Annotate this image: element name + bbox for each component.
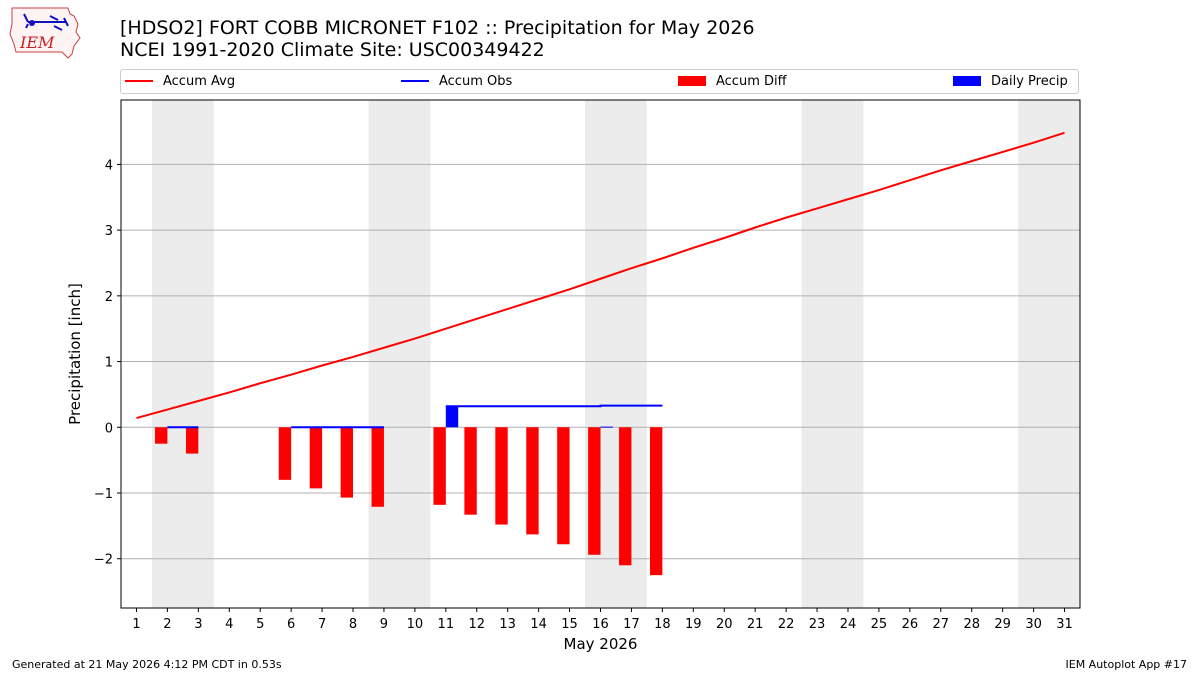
y-tick-label-4: 4 xyxy=(105,158,113,173)
accum-diff-bar-day-12 xyxy=(464,427,477,515)
accum-diff-bar-day-17 xyxy=(619,427,632,566)
x-tick-label-29: 29 xyxy=(994,617,1011,632)
accum-diff-bar-day-11 xyxy=(433,427,446,505)
x-tick-label-4: 4 xyxy=(225,617,233,632)
x-tick-label-17: 17 xyxy=(623,617,640,632)
accum-diff-bar-day-7 xyxy=(309,427,323,489)
x-tick-label-21: 21 xyxy=(747,617,764,632)
accum-diff-bar-day-14 xyxy=(526,427,539,535)
legend-label-accum-diff: Accum Diff xyxy=(716,74,787,89)
weather-station-icon xyxy=(23,13,69,31)
iem-logo: IEM xyxy=(9,7,81,59)
x-tick-label-3: 3 xyxy=(194,617,202,632)
weekend-shade-3 xyxy=(801,100,864,608)
legend-swatch-accum-diff xyxy=(678,75,706,86)
x-tick-label-7: 7 xyxy=(318,617,326,632)
x-tick-label-10: 10 xyxy=(407,617,424,632)
legend-swatch-accum-avg xyxy=(125,79,153,82)
x-tick-label-6: 6 xyxy=(287,617,295,632)
footer-app: IEM Autoplot App #17 xyxy=(1065,658,1188,671)
x-tick-label-18: 18 xyxy=(654,617,671,632)
x-axis-label: May 2026 xyxy=(564,635,638,653)
x-tick-label-20: 20 xyxy=(716,617,733,632)
x-tick-label-12: 12 xyxy=(468,617,485,632)
x-tick-label-25: 25 xyxy=(871,617,888,632)
weekend-shade-1 xyxy=(368,100,431,608)
weekend-shade-4 xyxy=(1018,100,1080,608)
accum-diff-bar-day-9 xyxy=(371,427,384,507)
y-tick-label--2: −2 xyxy=(94,553,113,568)
legend-item-accum-diff: Accum Diff xyxy=(678,73,787,91)
accum-diff-bar-day-3 xyxy=(185,427,199,454)
y-axis-label: Precipitation [inch] xyxy=(66,283,84,425)
accum-diff-bar-day-13 xyxy=(495,427,508,525)
x-tick-label-5: 5 xyxy=(256,617,264,632)
accum-obs-line-segment-2 xyxy=(445,404,663,408)
y-tick-label-2: 2 xyxy=(105,290,113,305)
legend-item-accum-avg: Accum Avg xyxy=(125,73,235,91)
x-tick-label-13: 13 xyxy=(499,617,516,632)
legend-label-daily-precip: Daily Precip xyxy=(991,74,1068,89)
station-dot-icon xyxy=(29,20,35,26)
x-tick-label-14: 14 xyxy=(530,617,547,632)
x-tick-label-30: 30 xyxy=(1025,617,1042,632)
x-tick-label-8: 8 xyxy=(349,617,357,632)
y-tick-label-3: 3 xyxy=(105,224,113,239)
accum-diff-bar-day-15 xyxy=(557,427,570,545)
x-tick-label-22: 22 xyxy=(778,617,795,632)
x-tick-label-27: 27 xyxy=(933,617,950,632)
legend-label-accum-avg: Accum Avg xyxy=(163,74,236,89)
daily-precip-bar-day-16 xyxy=(600,426,613,428)
logo-text: IEM xyxy=(19,33,55,52)
accum-diff-bar-day-16 xyxy=(588,427,601,555)
x-tick-label-23: 23 xyxy=(809,617,826,632)
x-tick-label-28: 28 xyxy=(963,617,980,632)
weekend-shade-0 xyxy=(151,100,214,608)
legend-label-accum-obs: Accum Obs xyxy=(439,74,513,89)
x-tick-label-16: 16 xyxy=(592,617,609,632)
legend-item-accum-obs: Accum Obs xyxy=(401,73,512,91)
x-tick-label-9: 9 xyxy=(380,617,388,632)
accum-avg-line xyxy=(136,131,1065,420)
footer-generated: Generated at 21 May 2026 4:12 PM CDT in … xyxy=(12,658,282,671)
chart-title-line1: [HDSO2] FORT COBB MICRONET F102 :: Preci… xyxy=(120,17,755,39)
legend-swatch-accum-obs xyxy=(401,79,429,82)
accum-diff-bar-day-2 xyxy=(155,427,168,444)
x-tick-label-11: 11 xyxy=(438,617,455,632)
legend: Accum Avg Accum Obs Accum Diff Daily Pre… xyxy=(120,69,1079,94)
x-tick-label-2: 2 xyxy=(163,617,171,632)
y-tick-label--1: −1 xyxy=(94,487,113,502)
x-tick-label-24: 24 xyxy=(840,617,857,632)
legend-item-daily-precip: Daily Precip xyxy=(953,73,1068,91)
x-tick-label-1: 1 xyxy=(132,617,140,632)
chart-title-line2: NCEI 1991-2020 Climate Site: USC00349422 xyxy=(120,39,545,61)
y-tick-label-1: 1 xyxy=(105,356,113,371)
accum-diff-bar-day-8 xyxy=(340,427,354,498)
daily-precip-bar-day-11 xyxy=(445,406,459,428)
y-tick-label-0: 0 xyxy=(105,421,113,436)
x-tick-label-26: 26 xyxy=(902,617,919,632)
accum-diff-bar-day-18 xyxy=(649,427,663,576)
x-tick-label-19: 19 xyxy=(685,617,702,632)
x-tick-label-15: 15 xyxy=(561,617,578,632)
x-tick-label-31: 31 xyxy=(1056,617,1073,632)
legend-swatch-daily-precip xyxy=(953,75,981,86)
accum-diff-bar-day-6 xyxy=(278,427,292,480)
chart-title: [HDSO2] FORT COBB MICRONET F102 :: Preci… xyxy=(120,17,755,61)
